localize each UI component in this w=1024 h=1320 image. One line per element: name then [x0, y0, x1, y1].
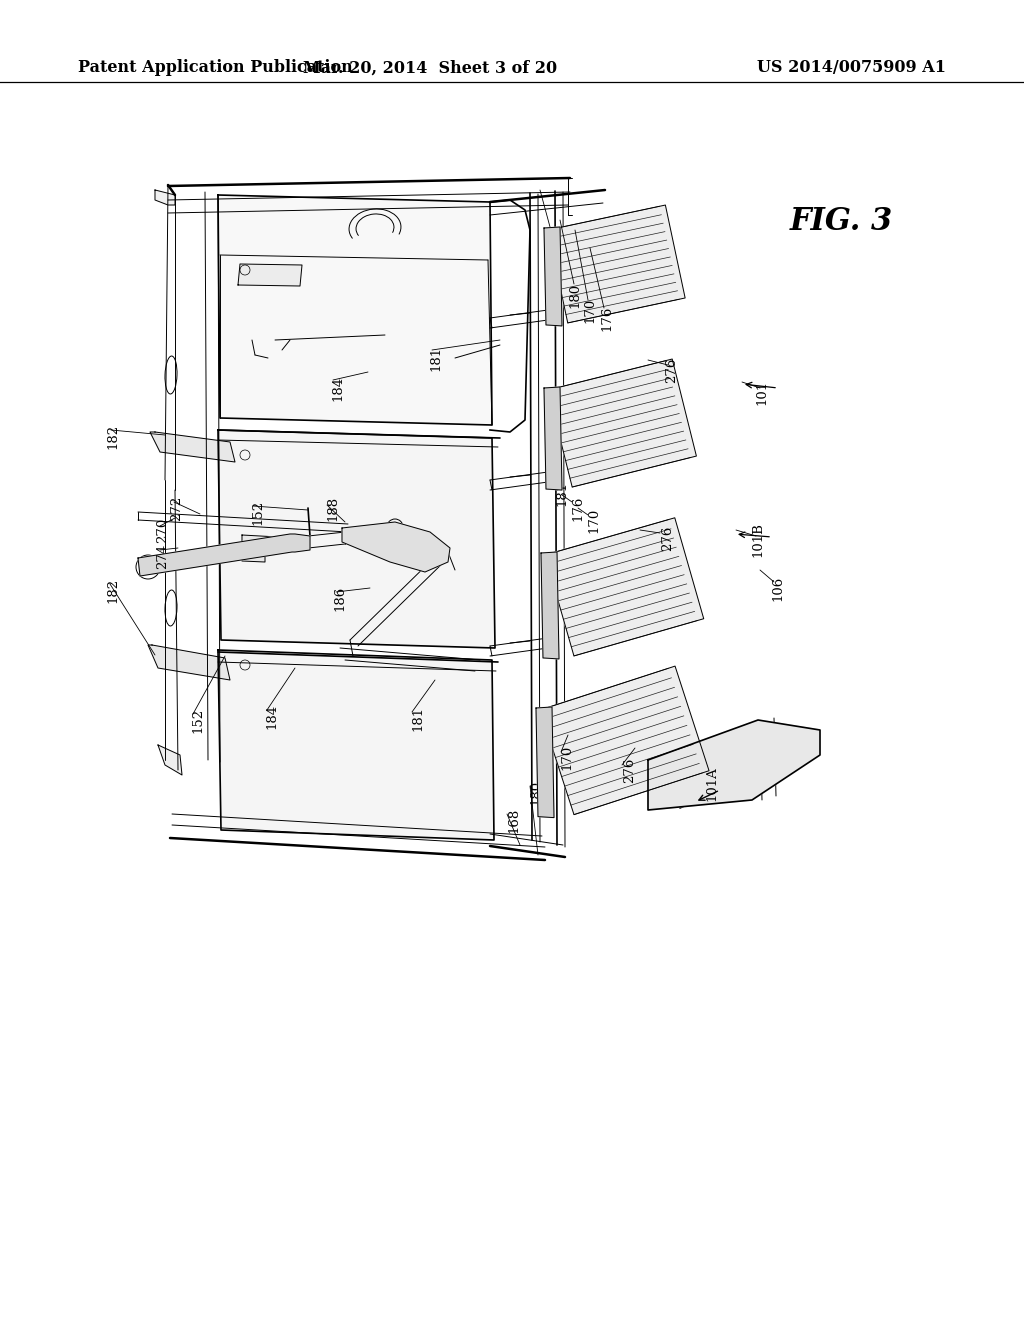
Polygon shape	[342, 521, 450, 572]
Polygon shape	[155, 190, 175, 205]
Text: Patent Application Publication: Patent Application Publication	[78, 59, 352, 77]
Text: 180: 180	[529, 779, 543, 805]
Text: 181: 181	[429, 346, 442, 371]
Text: 181: 181	[412, 705, 425, 730]
Text: 101A: 101A	[706, 767, 719, 801]
Text: 270: 270	[157, 517, 170, 543]
Text: 176: 176	[600, 305, 613, 331]
Polygon shape	[148, 645, 230, 680]
Polygon shape	[545, 517, 703, 656]
Polygon shape	[218, 195, 492, 425]
Text: 181: 181	[555, 480, 568, 506]
Text: US 2014/0075909 A1: US 2014/0075909 A1	[757, 59, 946, 77]
Polygon shape	[158, 744, 182, 775]
Text: 182: 182	[106, 424, 120, 449]
Polygon shape	[540, 667, 709, 814]
Text: FIG. 3: FIG. 3	[790, 206, 893, 238]
Text: 101B: 101B	[752, 523, 765, 557]
Polygon shape	[648, 719, 820, 810]
Text: 152: 152	[252, 499, 264, 524]
Text: 188: 188	[327, 495, 340, 520]
Polygon shape	[544, 387, 562, 490]
Text: 274: 274	[157, 544, 170, 569]
Circle shape	[145, 564, 151, 570]
Text: 184: 184	[332, 375, 344, 400]
Text: 176: 176	[542, 730, 555, 755]
Polygon shape	[548, 359, 696, 487]
Polygon shape	[548, 205, 685, 323]
Text: 152: 152	[191, 708, 205, 733]
Polygon shape	[541, 552, 559, 659]
Polygon shape	[242, 535, 278, 550]
Text: 182: 182	[106, 577, 120, 602]
Text: 272: 272	[171, 495, 183, 520]
Polygon shape	[238, 264, 302, 286]
Text: 186: 186	[334, 585, 346, 611]
Text: 101: 101	[756, 379, 768, 404]
Text: 168: 168	[508, 808, 520, 833]
Polygon shape	[150, 432, 234, 462]
Text: 170: 170	[588, 507, 600, 533]
Text: 276: 276	[624, 758, 637, 783]
Polygon shape	[544, 227, 562, 326]
Text: 170: 170	[560, 744, 573, 770]
Polygon shape	[218, 649, 494, 840]
Text: 276: 276	[662, 525, 675, 550]
Polygon shape	[536, 708, 554, 817]
Polygon shape	[218, 430, 495, 648]
Text: 170: 170	[584, 297, 597, 322]
Text: 168: 168	[549, 235, 561, 260]
Text: 184: 184	[265, 704, 279, 729]
Text: 276: 276	[666, 358, 679, 383]
Text: 176: 176	[571, 495, 585, 520]
Polygon shape	[138, 535, 310, 576]
Text: Mar. 20, 2014  Sheet 3 of 20: Mar. 20, 2014 Sheet 3 of 20	[303, 59, 557, 77]
Text: 106: 106	[771, 576, 784, 601]
Polygon shape	[242, 552, 265, 562]
Text: 180: 180	[568, 282, 582, 308]
